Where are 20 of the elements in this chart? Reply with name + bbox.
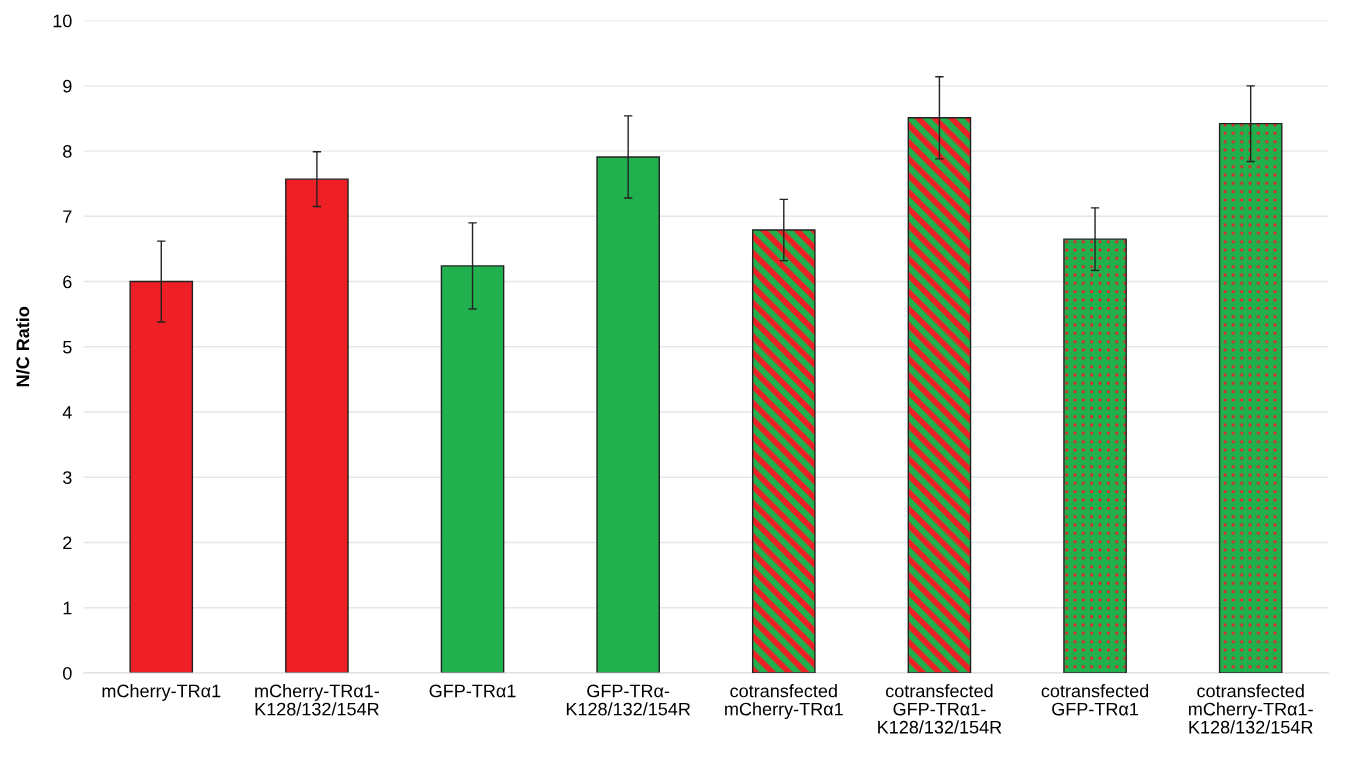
y-tick-label: 4 xyxy=(62,406,72,419)
y-tick-label: 3 xyxy=(62,471,72,484)
x-tick-label: cotransfected mCherry-TRα1- K128/132/154R xyxy=(1188,684,1313,734)
x-tick-label: GFP-TRα1 xyxy=(429,684,516,698)
y-tick-label: 2 xyxy=(63,536,72,550)
x-tick-label: mCherry-TRα1 xyxy=(102,684,221,701)
y-tick-label: 1 xyxy=(63,601,72,615)
y-tick-label: 9 xyxy=(63,79,72,93)
x-tick-label: GFP-TRα- K128/132/154R xyxy=(566,684,691,716)
y-tick-label: 7 xyxy=(63,210,72,223)
y-tick-label: 0 xyxy=(63,666,72,680)
x-tick-label: cotransfected mCherry-TRα1 xyxy=(725,684,843,720)
y-tick-label: 8 xyxy=(63,145,72,158)
y-tick-label: 6 xyxy=(63,275,72,289)
x-tick-label: cotransfected GFP-TRα1- K128/132/154R xyxy=(878,684,1002,734)
y-axis-title: N/C Ratio xyxy=(15,306,30,387)
y-tick-label: 5 xyxy=(63,340,72,354)
x-tick-label: mCherry-TRα1- K128/132/154R xyxy=(255,684,379,716)
y-tick-label: 10 xyxy=(53,14,72,28)
x-tick-label: cotransfected GFP-TRα1 xyxy=(1041,684,1149,716)
